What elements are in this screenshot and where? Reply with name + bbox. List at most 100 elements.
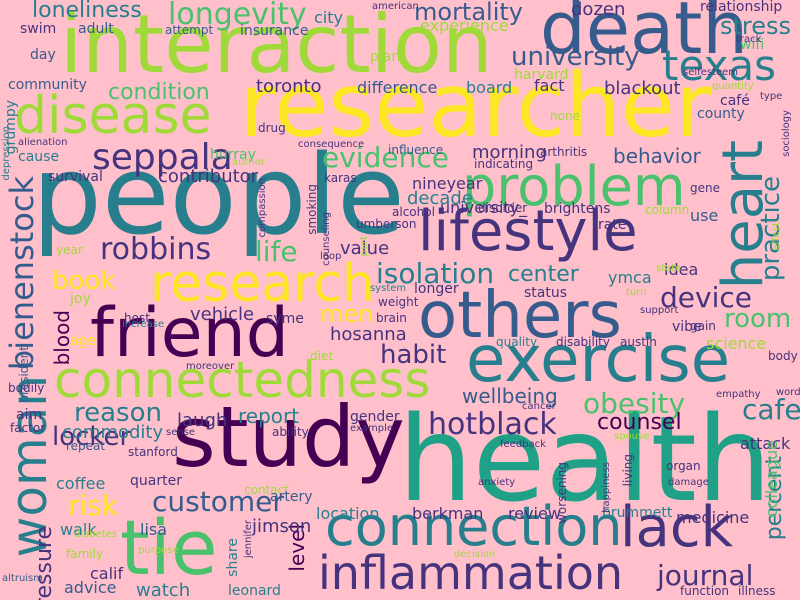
word-share: share bbox=[225, 538, 241, 577]
word-science: science bbox=[706, 334, 767, 353]
word-health: health bbox=[398, 390, 772, 528]
word-wellbeing: wellbeing bbox=[462, 384, 558, 408]
word-influence: influence bbox=[388, 143, 444, 157]
word-disability: disability bbox=[556, 335, 610, 349]
word-brummett: brummett bbox=[602, 505, 673, 521]
word-lisa: lisa bbox=[140, 520, 168, 539]
word-walk: walk bbox=[60, 520, 97, 539]
word-connectedness: connectedness bbox=[54, 351, 431, 409]
word-interaction: interaction bbox=[60, 0, 493, 91]
word-reason: reason bbox=[74, 398, 162, 428]
word-experience: experience bbox=[420, 16, 509, 35]
word-quantity: quantity bbox=[712, 81, 754, 92]
word-weight: weight bbox=[378, 295, 419, 309]
word-exercise: exercise bbox=[466, 323, 731, 397]
word-austin: austin bbox=[620, 335, 657, 349]
word-texas: texas bbox=[662, 41, 777, 90]
word-quality: quality bbox=[496, 335, 538, 349]
word-alcohol: alcohol bbox=[392, 205, 435, 219]
word-difference: difference bbox=[357, 78, 438, 97]
word-university: university bbox=[511, 42, 640, 72]
word-pressure: pressure bbox=[32, 526, 57, 600]
word-review: review bbox=[508, 504, 561, 523]
word-worsening: worsening bbox=[555, 462, 569, 524]
word-host: host bbox=[124, 311, 150, 325]
word-value: value bbox=[340, 238, 390, 259]
word-bodily: bodily bbox=[8, 381, 45, 395]
word-harvard: harvard bbox=[514, 67, 569, 83]
word-advice: advice bbox=[64, 578, 117, 597]
word-center: center bbox=[508, 262, 579, 287]
word-loop: loop bbox=[320, 251, 342, 262]
word-survival: survival bbox=[48, 169, 103, 185]
word-joy: joy bbox=[70, 291, 91, 307]
word-counsel: counsel bbox=[597, 410, 682, 435]
word-university: university_ bbox=[440, 198, 528, 217]
word-ymca: ymca bbox=[608, 268, 652, 287]
word-decision: decision bbox=[454, 549, 496, 560]
word-increase: increase bbox=[122, 319, 165, 330]
word-feedback: feedback bbox=[500, 439, 546, 450]
word-nineyear: nineyear bbox=[412, 174, 483, 193]
word-state: state bbox=[656, 263, 682, 274]
word-swim: swim bbox=[20, 21, 57, 37]
word-track: track bbox=[736, 34, 762, 45]
word-effect: effect bbox=[771, 222, 782, 251]
word-adult: adult bbox=[78, 21, 114, 37]
word-commodity: commodity bbox=[62, 422, 164, 443]
word-author: author bbox=[232, 157, 265, 168]
word-men: men bbox=[320, 300, 374, 328]
word-blood: blood bbox=[50, 310, 74, 366]
word-none: none bbox=[550, 109, 580, 123]
word-condition: condition bbox=[108, 80, 210, 105]
word-customer: customer bbox=[152, 485, 284, 518]
word-day: day bbox=[30, 47, 56, 63]
word-fact: fact bbox=[534, 76, 565, 95]
word-life: life bbox=[255, 235, 298, 268]
word-brain: brain bbox=[376, 311, 407, 325]
word-others: others bbox=[418, 279, 622, 353]
word-colleague: colleague bbox=[762, 440, 781, 518]
word-mortality: mortality bbox=[414, 0, 523, 26]
word-sociology: sociology bbox=[781, 110, 792, 157]
word-jimson: jimson bbox=[252, 516, 312, 537]
word-brightens: brightens bbox=[544, 201, 611, 217]
word-indicating: indicating bbox=[474, 157, 534, 171]
word-gain: gain bbox=[690, 319, 716, 333]
word-arthritis: arthritis bbox=[540, 145, 588, 159]
word-county: county bbox=[697, 106, 745, 122]
word-gene: gene bbox=[690, 181, 720, 195]
word-compassion: compassion bbox=[257, 178, 268, 238]
word-longevity: longevity bbox=[168, 0, 307, 32]
word-gender: gender bbox=[350, 409, 400, 425]
word-tie: tie bbox=[120, 503, 218, 592]
word-report: report bbox=[238, 404, 300, 428]
word-year: year bbox=[56, 243, 83, 257]
word-risk: risk bbox=[68, 489, 119, 522]
word-diabetes: diabetes bbox=[74, 529, 118, 540]
word-living: living bbox=[621, 454, 635, 487]
word-stanford: stanford bbox=[128, 445, 178, 459]
word-people: people bbox=[32, 131, 405, 259]
word-coffee: coffee bbox=[56, 474, 106, 493]
word-use: use bbox=[690, 206, 719, 225]
word-journal: journal bbox=[657, 559, 754, 592]
word-insurance: insurance bbox=[240, 23, 309, 39]
word-empathy: empathy bbox=[716, 389, 761, 400]
word-location: location bbox=[316, 504, 380, 523]
word-berkman: berkman bbox=[412, 504, 484, 523]
word-moreover: moreover bbox=[186, 361, 235, 372]
word-relationship: relationship bbox=[700, 0, 783, 15]
word-evidence: evidence bbox=[322, 141, 449, 174]
word-dozen: dozen bbox=[571, 0, 626, 20]
word-example: example bbox=[350, 423, 394, 434]
word-hurray: hurray bbox=[210, 147, 256, 163]
word-city: city bbox=[314, 8, 343, 27]
word-turn: turn bbox=[626, 287, 647, 298]
word-status: status bbox=[524, 285, 568, 301]
word-study: study bbox=[172, 388, 405, 486]
word-watch: watch bbox=[136, 580, 191, 600]
word-karas: karas bbox=[324, 171, 357, 185]
word-plan: plan bbox=[370, 49, 401, 65]
